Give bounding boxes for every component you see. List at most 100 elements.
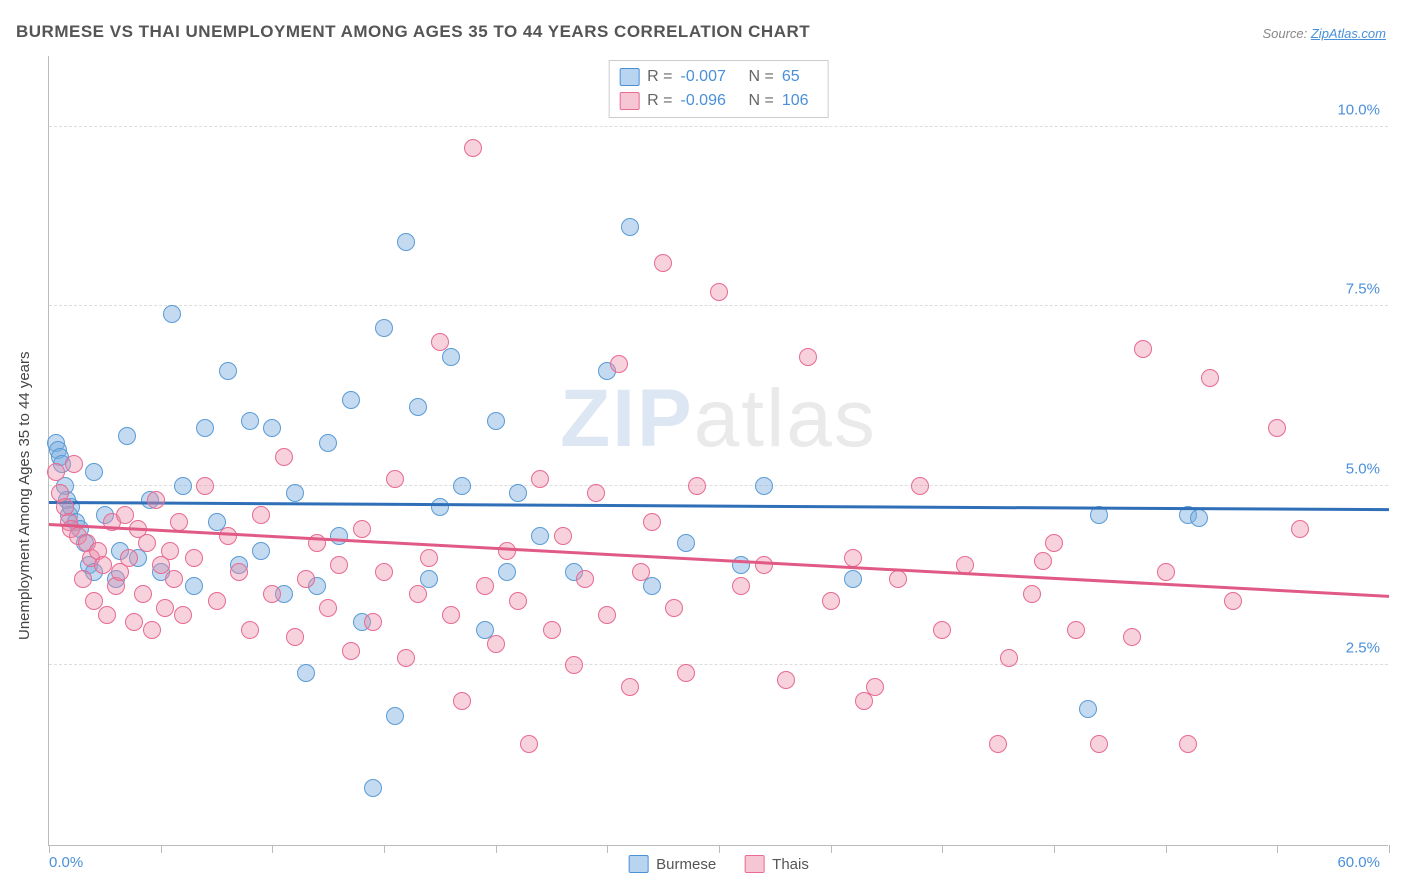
y-axis-label: Unemployment Among Ages 35 to 44 years	[16, 351, 33, 640]
data-point	[1034, 552, 1052, 570]
legend-swatch	[744, 855, 764, 873]
data-point	[156, 599, 174, 617]
data-point	[1157, 563, 1175, 581]
data-point	[755, 477, 773, 495]
data-point	[565, 656, 583, 674]
y-tick-label: 7.5%	[1346, 281, 1380, 298]
gridline-h	[49, 485, 1388, 486]
x-tick	[942, 845, 943, 853]
data-point	[170, 513, 188, 531]
data-point	[688, 477, 706, 495]
n-value: 106	[782, 89, 818, 113]
data-point	[297, 664, 315, 682]
x-tick	[161, 845, 162, 853]
data-point	[263, 419, 281, 437]
x-axis-min-label: 0.0%	[49, 854, 83, 871]
x-tick	[831, 845, 832, 853]
data-point	[1090, 735, 1108, 753]
data-point	[710, 283, 728, 301]
data-point	[933, 621, 951, 639]
data-point	[1123, 628, 1141, 646]
stats-row: R =-0.096N =106	[619, 89, 818, 113]
data-point	[297, 570, 315, 588]
n-label: N =	[749, 89, 774, 113]
data-point	[654, 254, 672, 272]
source-link[interactable]: ZipAtlas.com	[1311, 26, 1386, 41]
data-point	[241, 621, 259, 639]
data-point	[219, 527, 237, 545]
data-point	[844, 549, 862, 567]
data-point	[621, 678, 639, 696]
data-point	[116, 506, 134, 524]
legend-swatch	[619, 92, 639, 110]
data-point	[1079, 700, 1097, 718]
data-point	[208, 592, 226, 610]
data-point	[118, 427, 136, 445]
data-point	[844, 570, 862, 588]
data-point	[1291, 520, 1309, 538]
data-point	[453, 477, 471, 495]
data-point	[147, 491, 165, 509]
data-point	[330, 556, 348, 574]
data-point	[621, 218, 639, 236]
legend-swatch	[619, 68, 639, 86]
data-point	[889, 570, 907, 588]
x-tick	[384, 845, 385, 853]
data-point	[665, 599, 683, 617]
n-label: N =	[749, 65, 774, 89]
x-tick	[1166, 845, 1167, 853]
data-point	[98, 606, 116, 624]
gridline-h	[49, 305, 1388, 306]
data-point	[487, 635, 505, 653]
data-point	[498, 563, 516, 581]
data-point	[866, 678, 884, 696]
data-point	[161, 542, 179, 560]
r-value: -0.096	[681, 89, 741, 113]
watermark-zip: ZIP	[560, 373, 694, 464]
data-point	[531, 527, 549, 545]
data-point	[397, 233, 415, 251]
data-point	[1224, 592, 1242, 610]
data-point	[342, 642, 360, 660]
data-point	[375, 563, 393, 581]
data-point	[643, 577, 661, 595]
x-tick	[1054, 845, 1055, 853]
data-point	[47, 463, 65, 481]
data-point	[165, 570, 183, 588]
data-point	[409, 398, 427, 416]
data-point	[498, 542, 516, 560]
data-point	[252, 506, 270, 524]
data-point	[643, 513, 661, 531]
data-point	[755, 556, 773, 574]
data-point	[134, 585, 152, 603]
data-point	[442, 606, 460, 624]
data-point	[799, 348, 817, 366]
data-point	[286, 628, 304, 646]
trend-line	[49, 523, 1389, 597]
data-point	[74, 570, 92, 588]
gridline-h	[49, 664, 1388, 665]
data-point	[241, 412, 259, 430]
watermark-atlas: atlas	[694, 373, 877, 464]
data-point	[476, 577, 494, 595]
data-point	[431, 333, 449, 351]
data-point	[1067, 621, 1085, 639]
data-point	[196, 477, 214, 495]
data-point	[677, 664, 695, 682]
data-point	[1268, 419, 1286, 437]
data-point	[319, 599, 337, 617]
data-point	[386, 470, 404, 488]
data-point	[509, 592, 527, 610]
data-point	[587, 484, 605, 502]
y-tick-label: 5.0%	[1346, 460, 1380, 477]
data-point	[174, 606, 192, 624]
data-point	[163, 305, 181, 323]
data-point	[543, 621, 561, 639]
data-point	[487, 412, 505, 430]
x-tick	[496, 845, 497, 853]
n-value: 65	[782, 65, 818, 89]
data-point	[353, 520, 371, 538]
data-point	[431, 498, 449, 516]
data-point	[85, 592, 103, 610]
x-tick	[272, 845, 273, 853]
